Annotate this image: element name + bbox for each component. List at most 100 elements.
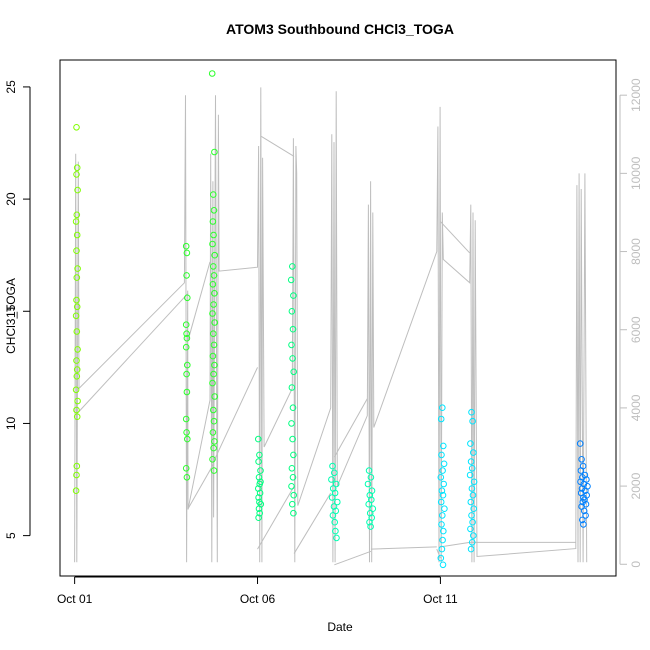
data-point xyxy=(73,303,81,311)
data-point xyxy=(210,444,217,452)
data-point xyxy=(183,474,191,481)
data-point xyxy=(210,406,217,414)
connector-line xyxy=(293,492,332,554)
data-point xyxy=(210,207,218,214)
data-point xyxy=(182,242,190,250)
data-point xyxy=(582,512,589,519)
data-point xyxy=(73,164,81,171)
data-point xyxy=(182,465,190,472)
data-point xyxy=(209,429,217,436)
data-point xyxy=(439,561,447,569)
data-point xyxy=(74,265,81,272)
data-point xyxy=(74,346,81,353)
data-point xyxy=(256,451,263,459)
y-tick-label: 10 xyxy=(4,416,18,430)
connector-line xyxy=(187,261,211,341)
axes: 5 10 15 20 25 Oct 01 Oct 06 Oct 11 0 2000 4000 6000… xyxy=(4,59,643,606)
data-point xyxy=(438,487,446,495)
data-point xyxy=(73,124,80,131)
data-point xyxy=(577,478,584,486)
data-point xyxy=(211,319,218,326)
x-tick-label: Oct 11 xyxy=(423,592,458,606)
connector-line xyxy=(77,292,189,413)
data-point xyxy=(184,435,191,443)
data-point xyxy=(331,518,339,526)
x-tick-label: Oct 06 xyxy=(240,592,276,606)
data-point xyxy=(333,534,340,542)
data-point xyxy=(468,485,476,492)
data-point xyxy=(290,491,298,499)
data-point xyxy=(290,509,297,517)
data-point xyxy=(254,435,262,443)
data-point xyxy=(74,397,81,405)
data-point xyxy=(73,471,80,479)
data-point xyxy=(438,451,445,459)
data-point xyxy=(73,357,80,364)
data-point xyxy=(288,384,296,391)
data-point xyxy=(210,191,217,198)
connector-line xyxy=(213,367,258,462)
connector-line xyxy=(333,398,368,458)
data-point xyxy=(209,456,216,463)
data-point xyxy=(438,521,445,528)
data-point xyxy=(287,276,295,284)
data-point xyxy=(72,487,80,495)
data-point xyxy=(73,247,80,254)
data-point xyxy=(184,294,191,302)
data-point xyxy=(437,474,445,481)
right-tick-label: 0 xyxy=(629,561,643,568)
data-point xyxy=(367,523,374,530)
data-point xyxy=(209,310,216,317)
data-point xyxy=(72,386,80,394)
data-point xyxy=(288,420,295,427)
data-point xyxy=(210,301,217,308)
data-point xyxy=(182,415,190,423)
data-point xyxy=(211,393,218,400)
data-point xyxy=(211,148,218,156)
data-point xyxy=(332,480,340,488)
data-point xyxy=(290,292,297,299)
data-point xyxy=(183,272,190,279)
data-point xyxy=(73,328,81,335)
data-point xyxy=(183,388,191,396)
data-point xyxy=(289,404,297,412)
data-point xyxy=(467,458,475,465)
data-point xyxy=(364,480,372,488)
data-point xyxy=(367,474,375,481)
data-point xyxy=(73,462,81,470)
data-point xyxy=(210,231,217,239)
data-point xyxy=(290,451,297,459)
connector-line xyxy=(260,135,295,157)
data-point xyxy=(184,361,191,369)
altitude-line xyxy=(74,87,588,563)
data-point xyxy=(289,435,296,443)
data-point xyxy=(468,465,476,472)
data-point xyxy=(73,296,80,304)
data-point xyxy=(437,415,445,423)
plot-frame xyxy=(59,59,617,577)
data-point xyxy=(440,527,447,535)
data-point xyxy=(211,361,218,369)
right-tick-label: 2000 xyxy=(629,472,643,499)
data-point xyxy=(73,406,80,414)
data-point xyxy=(579,516,586,524)
data-point xyxy=(256,509,264,517)
right-tick-label: 6000 xyxy=(629,316,643,343)
y-tick-label: 5 xyxy=(4,532,18,539)
data-point xyxy=(440,480,448,488)
y-axis-title: CHCl3_TOGA xyxy=(4,278,18,354)
connector-line xyxy=(334,550,372,566)
data-point xyxy=(211,251,218,259)
data-point xyxy=(210,417,218,425)
data-point xyxy=(576,440,584,447)
data-point xyxy=(470,449,477,456)
right-tick-label: 4000 xyxy=(629,394,643,421)
data-points xyxy=(72,70,591,569)
data-point xyxy=(439,536,446,544)
data-point xyxy=(467,440,474,447)
data-point xyxy=(328,494,336,501)
chart-title: ATOM3 Southbound CHCl3_TOGA xyxy=(226,21,454,37)
data-point xyxy=(72,218,80,225)
data-point xyxy=(437,498,445,506)
